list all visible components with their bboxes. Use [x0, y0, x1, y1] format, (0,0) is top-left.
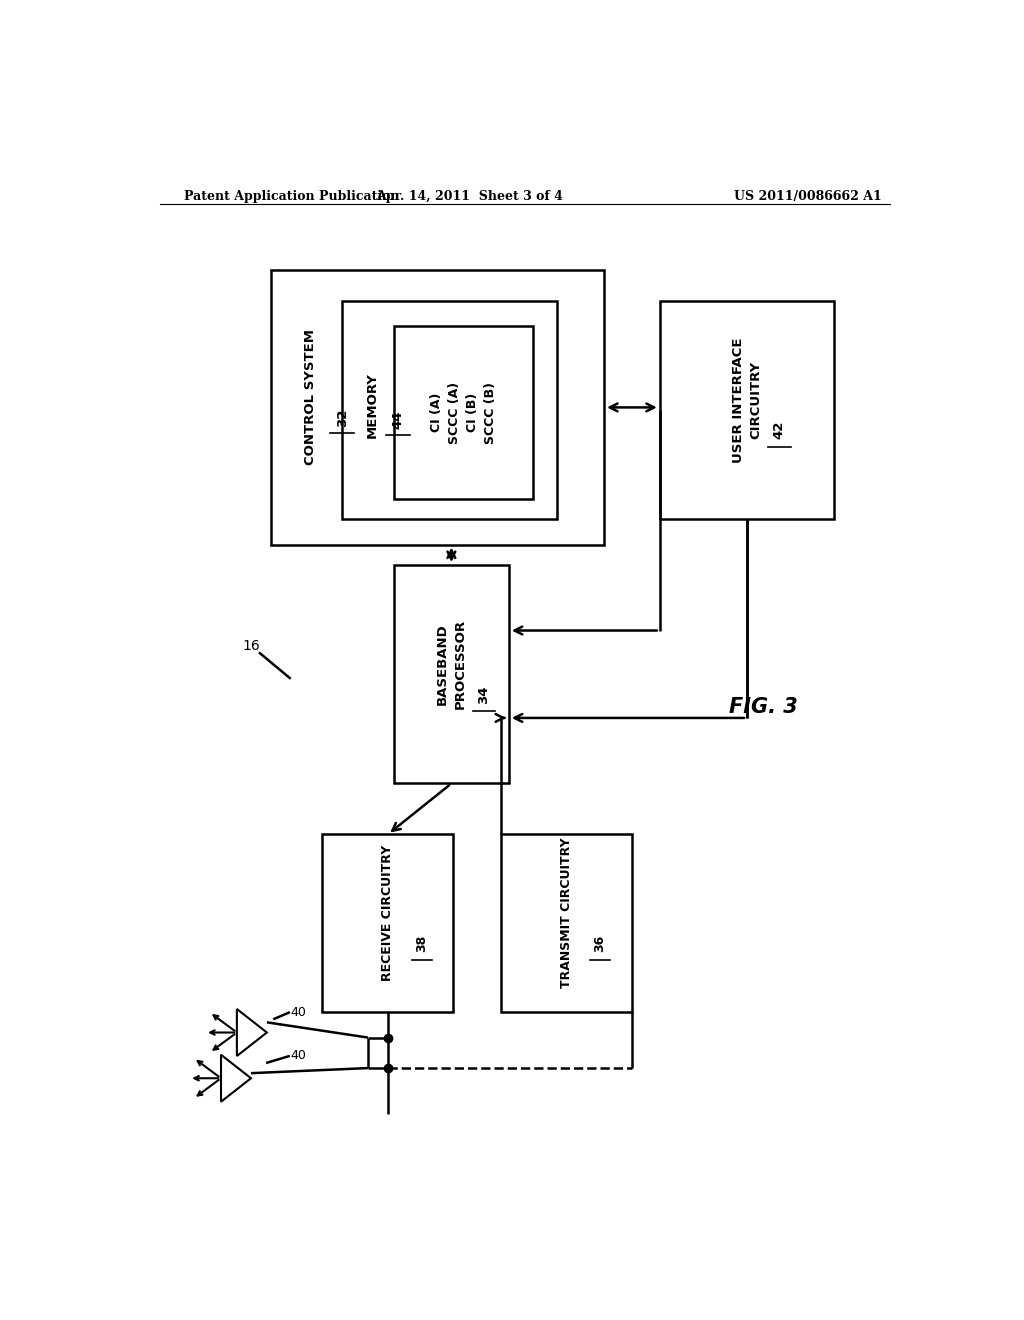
Text: 40: 40 — [291, 1006, 306, 1019]
Text: 44: 44 — [391, 411, 404, 429]
Bar — [659, 301, 835, 519]
Text: CONTROL SYSTEM: CONTROL SYSTEM — [304, 329, 317, 465]
Text: 38: 38 — [415, 935, 428, 952]
Text: US 2011/0086662 A1: US 2011/0086662 A1 — [734, 190, 882, 202]
Text: Apr. 14, 2011  Sheet 3 of 4: Apr. 14, 2011 Sheet 3 of 4 — [376, 190, 562, 202]
Bar — [270, 271, 604, 545]
Bar — [323, 834, 454, 1012]
Text: TRANSMIT CIRCUITRY: TRANSMIT CIRCUITRY — [560, 838, 573, 989]
Text: 34: 34 — [476, 685, 489, 704]
Text: USER INTERFACE
CIRCUITRY: USER INTERFACE CIRCUITRY — [731, 337, 763, 462]
Bar — [394, 326, 532, 499]
Text: 36: 36 — [593, 935, 606, 952]
Text: 16: 16 — [242, 639, 260, 653]
Bar — [394, 565, 509, 784]
Text: RECEIVE CIRCUITRY: RECEIVE CIRCUITRY — [381, 845, 394, 981]
Text: Patent Application Publication: Patent Application Publication — [183, 190, 399, 202]
Text: 32: 32 — [336, 408, 349, 426]
Text: CI (A)
SCCC (A)
CI (B)
SCCC (B): CI (A) SCCC (A) CI (B) SCCC (B) — [430, 381, 497, 444]
Text: FIG. 3: FIG. 3 — [728, 697, 798, 717]
Text: BASEBAND
PROCESSOR: BASEBAND PROCESSOR — [436, 619, 467, 709]
Bar — [501, 834, 632, 1012]
Bar — [342, 301, 557, 519]
Text: 40: 40 — [291, 1049, 306, 1063]
Text: MEMORY: MEMORY — [366, 372, 379, 438]
Text: 42: 42 — [772, 421, 785, 440]
